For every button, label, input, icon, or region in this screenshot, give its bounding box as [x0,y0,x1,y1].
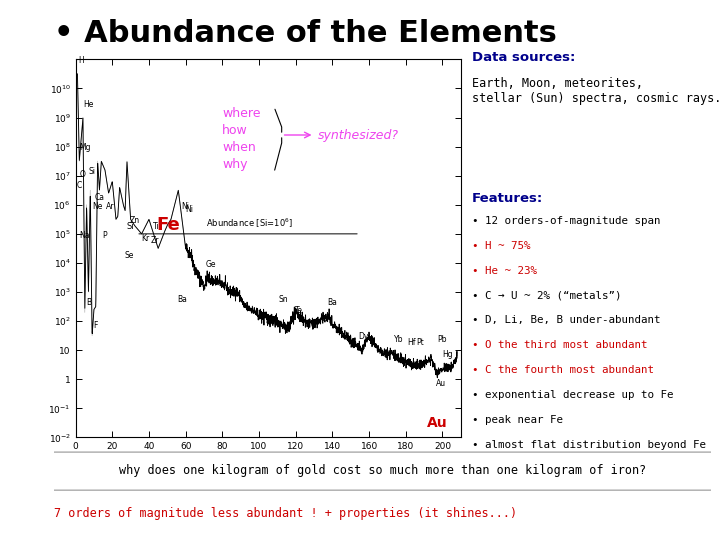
Text: Yb: Yb [394,335,403,345]
Text: Ni: Ni [181,201,189,211]
Text: Sn: Sn [278,295,288,303]
Text: • exponential decrease up to Fe: • exponential decrease up to Fe [472,390,673,400]
Text: Au: Au [436,379,446,388]
X-axis label: Mass number A: Mass number A [225,457,311,467]
Text: Abundance [Si=10$^6$]: Abundance [Si=10$^6$] [207,217,293,230]
Text: synthesized?: synthesized? [318,129,400,141]
Text: Ne: Ne [92,201,103,211]
Text: Ti: Ti [153,222,160,231]
Text: Ba: Ba [177,295,187,303]
Text: Ni: Ni [185,205,194,213]
Text: Na: Na [79,231,90,240]
Text: Earth, Moon, meteorites,
stellar (Sun) spectra, cosmic rays...: Earth, Moon, meteorites, stellar (Sun) s… [472,77,720,105]
Text: • C → U ~ 2% (“metals”): • C → U ~ 2% (“metals”) [472,291,621,301]
Text: • almost flat distribution beyond Fe: • almost flat distribution beyond Fe [472,440,706,450]
Text: • H ~ 75%: • H ~ 75% [472,241,530,251]
Text: Te: Te [295,306,303,315]
Text: Kr: Kr [141,234,150,242]
Text: Features:: Features: [472,192,543,205]
Text: • D, Li, Be, B under-abundant: • D, Li, Be, B under-abundant [472,315,660,326]
Text: Ba: Ba [328,298,338,307]
Text: Mg: Mg [79,144,91,152]
Text: Dy: Dy [359,333,369,341]
Text: He: He [84,100,94,109]
Text: • He ~ 23%: • He ~ 23% [472,266,536,276]
Text: Data sources:: Data sources: [472,51,575,64]
Text: H: H [78,56,84,65]
Text: Pt: Pt [417,338,424,347]
Text: C: C [76,181,82,190]
Text: Se: Se [124,251,133,260]
Text: Hf: Hf [407,338,415,347]
Text: O: O [80,170,86,179]
Text: Fe: Fe [156,216,180,234]
FancyBboxPatch shape [42,452,720,490]
Text: P: P [103,231,107,240]
Text: • O the third most abundant: • O the third most abundant [472,340,647,350]
Text: Zr: Zr [150,237,158,246]
Text: Ca: Ca [94,193,104,202]
Text: • peak near Fe: • peak near Fe [472,415,562,425]
Text: Pb: Pb [438,335,447,345]
Text: Ar: Ar [107,201,114,211]
Text: F: F [94,321,98,330]
Text: 7 orders of magnitude less abundant ! + properties (it shines...): 7 orders of magnitude less abundant ! + … [54,507,517,519]
Text: where
how
when
why: where how when why [222,106,261,171]
Text: • 12 orders-of-magnitude span: • 12 orders-of-magnitude span [472,216,660,226]
Text: • C the fourth most abundant: • C the fourth most abundant [472,365,654,375]
Text: Ge: Ge [206,260,217,269]
Text: Origin of chemical elements: Origin of chemical elements [16,90,36,442]
Text: • Abundance of the Elements: • Abundance of the Elements [54,19,557,48]
Text: Si: Si [127,222,135,231]
Text: Hg: Hg [443,350,454,359]
Text: Zn: Zn [129,216,140,225]
Text: Au: Au [427,416,447,430]
Text: Si: Si [89,167,96,176]
Text: B: B [86,298,91,307]
Text: why does one kilogram of gold cost so much more than one kilogram of iron?: why does one kilogram of gold cost so mu… [119,464,646,477]
